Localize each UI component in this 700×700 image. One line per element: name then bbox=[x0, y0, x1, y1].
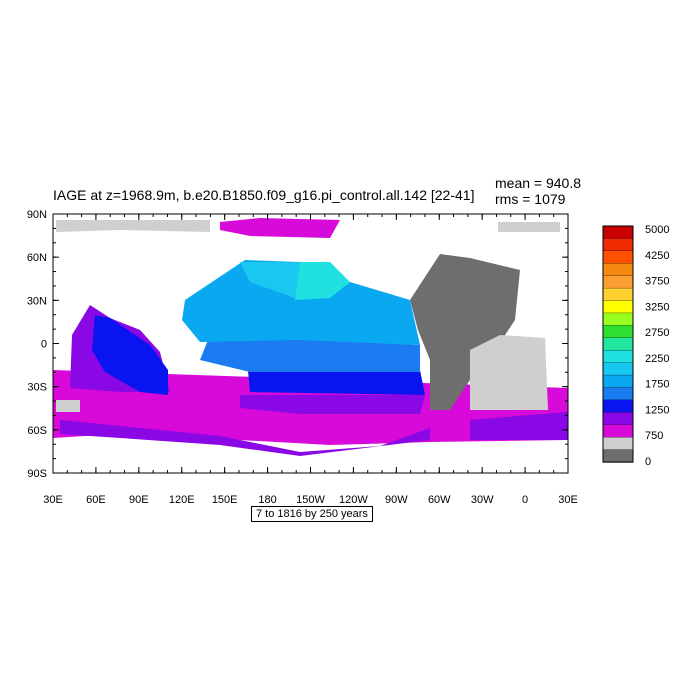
atlantic-south-purple bbox=[470, 412, 568, 440]
stats-block: mean = 940.8 rms = 1079 bbox=[495, 175, 581, 207]
colorbar-segment bbox=[602, 350, 634, 364]
lon-tick-label: 150W bbox=[296, 494, 325, 506]
north-pacific-cyan-core bbox=[295, 262, 350, 300]
colorbar-label: 1250 bbox=[645, 404, 669, 416]
lon-tick-label: 30E bbox=[558, 494, 578, 506]
colorbar-segment bbox=[602, 387, 634, 401]
colorbar-segment bbox=[602, 225, 634, 240]
colorbar-segment bbox=[602, 437, 634, 451]
arctic-magenta bbox=[220, 218, 340, 238]
colorbar-label: 2250 bbox=[645, 353, 669, 365]
colorbar-label: 3250 bbox=[645, 301, 669, 313]
contour-range-label: 7 to 1816 by 250 years bbox=[251, 506, 373, 522]
colorbar-segment bbox=[602, 275, 634, 289]
colorbar-segment bbox=[602, 449, 634, 463]
pacific-mid-blue bbox=[200, 335, 420, 372]
lon-tick-label: 0 bbox=[522, 494, 528, 506]
ocean-age-field bbox=[53, 218, 568, 456]
indian-light-missing bbox=[56, 400, 80, 412]
lat-tick-label: 30N bbox=[27, 295, 47, 307]
rms-stat: rms = 1079 bbox=[495, 191, 566, 207]
lat-tick-label: 60N bbox=[27, 252, 47, 264]
colorbar-label: 5000 bbox=[645, 224, 669, 236]
plot-title: IAGE at z=1968.9m, b.e20.B1850.f09_g16.p… bbox=[53, 187, 475, 203]
colorbar-label: 1750 bbox=[645, 379, 669, 391]
colorbar-segment bbox=[602, 238, 634, 252]
lon-tick-label: 90E bbox=[129, 494, 149, 506]
colorbar-segment bbox=[602, 412, 634, 426]
lat-tick-label: 60S bbox=[27, 425, 47, 437]
south-pacific-purple bbox=[240, 395, 425, 414]
colorbar-label: 3750 bbox=[645, 276, 669, 288]
colorbar-segment bbox=[602, 374, 634, 389]
lon-tick-label: 30E bbox=[43, 494, 63, 506]
lon-tick-label: 30W bbox=[471, 494, 494, 506]
colorbar-segment bbox=[602, 263, 634, 277]
indian-ocean-blue bbox=[92, 315, 168, 395]
colorbar-label: 0 bbox=[645, 456, 651, 468]
north-pacific-light bbox=[182, 260, 420, 345]
lat-tick-label: 90S bbox=[27, 468, 47, 480]
colorbar-segment bbox=[602, 300, 634, 314]
lon-tick-label: 90W bbox=[385, 494, 408, 506]
colorbar-segment bbox=[602, 325, 634, 339]
arctic-east-light-missing bbox=[498, 222, 560, 232]
colorbar-label: 2750 bbox=[645, 327, 669, 339]
colorbar-segment bbox=[602, 399, 634, 413]
mean-stat: mean = 940.8 bbox=[495, 175, 582, 191]
lat-tick-label: 0 bbox=[41, 339, 47, 351]
colorbar-frame bbox=[602, 225, 634, 463]
lon-tick-label: 60E bbox=[86, 494, 106, 506]
colorbar: 5000 4250 3750 3250 2750 2250 1750 1250 750 0 bbox=[602, 224, 669, 468]
pacific-equator-blue bbox=[248, 370, 425, 395]
colorbar-segment bbox=[602, 312, 634, 327]
south-atlantic-light-missing bbox=[470, 335, 548, 410]
lon-tick-label: 120W bbox=[339, 494, 368, 506]
colorbar-segment bbox=[602, 424, 634, 438]
lon-tick-label: 180 bbox=[258, 494, 276, 506]
colorbar-segment bbox=[602, 250, 634, 264]
latitude-ticks: 90N 60N 30N 0 30S 60S 90S bbox=[27, 209, 568, 480]
lon-tick-label: 150E bbox=[212, 494, 238, 506]
colorbar-label: 4250 bbox=[645, 250, 669, 262]
longitude-ticks: 30E 60E 90E 120E 150E 180 150W 120W 90W 60W 30W 0 30… bbox=[43, 214, 578, 506]
southern-purple-band bbox=[60, 420, 430, 456]
colorbar-segment bbox=[602, 362, 634, 376]
lat-tick-label: 90N bbox=[27, 209, 47, 221]
lon-tick-label: 60W bbox=[428, 494, 451, 506]
lon-tick-label: 120E bbox=[169, 494, 195, 506]
colorbar-segment bbox=[602, 337, 634, 351]
colorbar-segment bbox=[602, 287, 634, 302]
atlantic-dark-missing bbox=[410, 254, 520, 410]
colorbar-label: 750 bbox=[645, 430, 663, 442]
lat-tick-label: 30S bbox=[27, 382, 47, 394]
arctic-light-missing bbox=[56, 220, 210, 232]
